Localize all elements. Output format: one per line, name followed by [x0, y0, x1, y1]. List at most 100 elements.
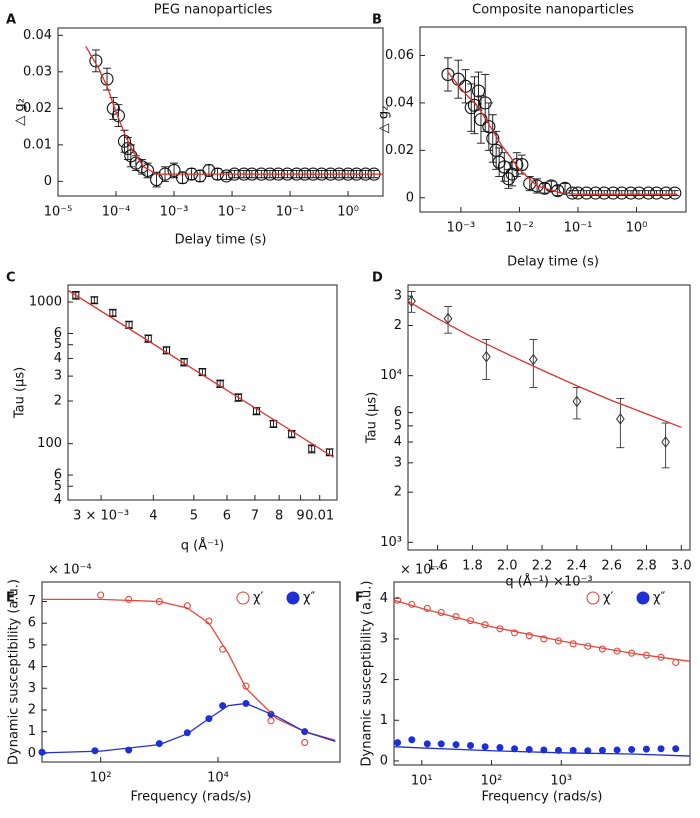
x-tick-label: 0.01 [305, 509, 334, 524]
y-tick-label: 100 [37, 436, 62, 451]
x-tick-label: 10⁻⁵ [44, 205, 73, 220]
x-tick-label: 10⁰ [337, 205, 359, 220]
marker [464, 101, 478, 115]
error-bar [444, 306, 453, 334]
error-bar [407, 291, 416, 313]
marker [657, 745, 665, 753]
marker [497, 160, 511, 174]
marker [606, 186, 620, 200]
error-bar [91, 49, 100, 73]
legend-label: χ′ [253, 591, 264, 606]
y-tick-label: 0.02 [385, 143, 414, 158]
y-tick-label: 6 [28, 616, 36, 631]
plot-frame [407, 284, 691, 551]
y-tick-label: 5 [394, 418, 402, 433]
marker [589, 186, 603, 200]
panel-label: B [372, 13, 382, 28]
error-bar [482, 338, 491, 380]
error-bar [508, 161, 517, 187]
marker [121, 141, 135, 156]
marker [492, 155, 506, 169]
marker [510, 158, 524, 172]
plot-frame [67, 284, 338, 501]
marker [672, 745, 680, 753]
marker [106, 101, 120, 115]
y-tick-label: 2 [54, 394, 62, 409]
x-tick-label: 2.0 [497, 559, 518, 574]
fit-line [393, 599, 691, 662]
x-tick-label: 1.6 [427, 559, 448, 574]
error-bar [529, 338, 538, 388]
plot-frame [41, 581, 341, 763]
x-tick-label: 2.4 [567, 559, 588, 574]
x-axis-label: Frequency (rads/s) [131, 790, 252, 805]
marker [659, 186, 673, 200]
marker [474, 112, 488, 127]
marker [72, 291, 80, 299]
error-bar [661, 422, 670, 469]
y-tick-label: 5 [54, 337, 62, 352]
marker [632, 186, 646, 200]
x-axis-label: Frequency (rads/s) [482, 790, 603, 805]
marker [613, 746, 621, 754]
panel-label: E [6, 591, 15, 606]
x-tick-label: 10² [481, 774, 503, 789]
x-axis-label: Delay time (s) [175, 233, 267, 248]
x-tick-label: 10⁻³ [160, 205, 189, 220]
marker [97, 591, 105, 599]
x-tick-label: 10⁻¹ [564, 221, 593, 236]
marker [496, 744, 504, 752]
fit-line [41, 702, 336, 754]
marker [571, 186, 585, 200]
legend-label: χ″ [653, 591, 666, 606]
marker [175, 171, 190, 185]
fit-line [67, 289, 335, 458]
marker [624, 186, 638, 200]
marker [489, 143, 503, 157]
x-tick-label: 10⁰ [626, 221, 648, 236]
marker [408, 736, 416, 744]
marker [89, 54, 103, 68]
x-tick-label: 4 [149, 509, 157, 524]
error-bar [476, 95, 485, 144]
panel-label: A [6, 13, 16, 28]
marker [501, 172, 516, 186]
marker [579, 186, 594, 200]
marker [481, 743, 489, 751]
marker [540, 635, 548, 643]
x-tick-label: 10⁻⁴ [102, 205, 131, 220]
y-tick-label: 0 [406, 190, 414, 205]
y-tick-label: 0.02 [23, 101, 52, 116]
y-tick-label: 0 [44, 174, 52, 189]
plot-frame [57, 27, 384, 197]
y-tick-label: 0 [380, 753, 388, 768]
marker [301, 738, 309, 747]
y-tick-label: 10⁴ [380, 368, 402, 383]
x-tick-label: 3.0 [671, 559, 692, 574]
x-tick-label: 3 × 10⁻³ [73, 509, 129, 524]
y-tick-label: 3 [380, 631, 388, 646]
marker [219, 702, 227, 710]
panel-title: PEG nanoparticles [154, 3, 273, 18]
error-bar [495, 147, 504, 177]
marker [511, 629, 519, 637]
y-tick-label: 5 [28, 637, 36, 652]
y-tick-label: 0 [28, 746, 36, 761]
x-tick-label: 10⁻² [218, 205, 247, 220]
y-tick-label: 6 [54, 468, 62, 483]
y-tick-label: 4 [54, 351, 62, 366]
y-tick-label: 6 [394, 405, 402, 420]
marker [650, 186, 664, 200]
y-tick-label: 1 [380, 713, 388, 728]
y-tick-label: 7 [28, 594, 36, 609]
marker [234, 393, 242, 401]
error-bar [114, 104, 123, 128]
x-tick-label: 2.6 [601, 559, 622, 574]
y-axis-label: Tau (μs) [13, 367, 28, 419]
marker [528, 353, 538, 366]
marker [661, 436, 671, 448]
axis-multiplier: × 10⁻⁴ [48, 563, 92, 578]
y-tick-label: 4 [380, 591, 388, 606]
x-tick-label: 10¹ [411, 774, 433, 789]
error-bar [443, 57, 452, 92]
